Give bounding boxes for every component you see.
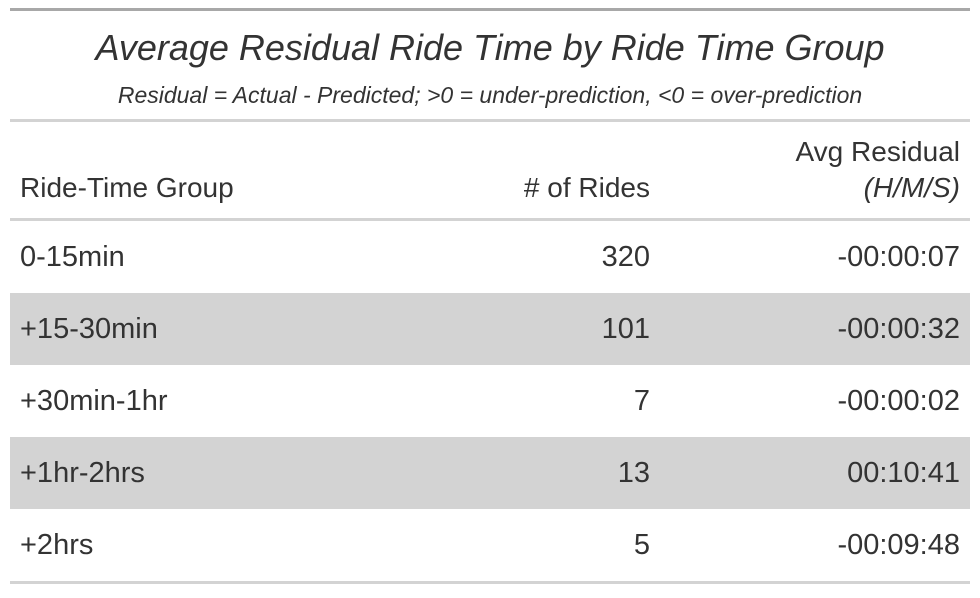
table-row: +15-30min 101 -00:00:32	[10, 293, 970, 365]
table-row: +30min-1hr 7 -00:00:02	[10, 365, 970, 437]
cell-residual: 00:10:41	[847, 456, 960, 489]
column-header-rides: # of Rides	[523, 172, 650, 203]
column-header-residual-unit: (H/M/S)	[863, 172, 960, 203]
column-header-residual-label: Avg Residual	[795, 136, 960, 167]
cell-group: +2hrs	[20, 528, 94, 561]
header-row: Ride-Time Group # of Rides Avg Residual …	[10, 122, 970, 220]
column-header-residual: Avg Residual (H/M/S)	[660, 122, 970, 220]
table-row: 0-15min 320 -00:00:07	[10, 220, 970, 294]
cell-residual: -00:00:07	[837, 240, 960, 273]
title-rule	[10, 119, 970, 122]
data-table: Ride-Time Group # of Rides Avg Residual …	[10, 122, 970, 581]
top-rule	[10, 8, 970, 11]
cell-group: +1hr-2hrs	[20, 456, 145, 489]
cell-residual: -00:00:32	[837, 312, 960, 345]
cell-rides: 13	[617, 456, 650, 489]
cell-group: +15-30min	[20, 312, 158, 345]
cell-rides: 320	[601, 240, 650, 273]
table-title: Average Residual Ride Time by Ride Time …	[95, 27, 885, 68]
residual-table: Average Residual Ride Time by Ride Time …	[10, 8, 970, 584]
cell-rides: 5	[633, 528, 650, 561]
cell-rides: 101	[601, 312, 650, 345]
column-header-group: Ride-Time Group	[20, 172, 234, 203]
cell-group: 0-15min	[20, 240, 125, 273]
table-subtitle: Residual = Actual - Predicted; >0 = unde…	[117, 82, 863, 108]
table-row: +1hr-2hrs 13 00:10:41	[10, 437, 970, 509]
cell-group: +30min-1hr	[20, 384, 168, 417]
cell-rides: 7	[633, 384, 650, 417]
cell-residual: -00:09:48	[837, 528, 960, 561]
cell-residual: -00:00:02	[837, 384, 960, 417]
bottom-rule	[10, 581, 970, 584]
table-row: +2hrs 5 -00:09:48	[10, 509, 970, 581]
